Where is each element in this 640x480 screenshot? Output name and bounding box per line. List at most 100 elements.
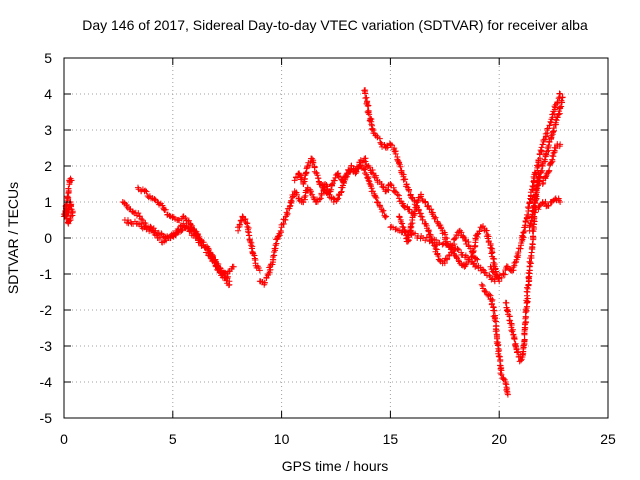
data-point <box>515 249 522 256</box>
data-point <box>542 158 549 165</box>
data-point <box>488 250 495 257</box>
data-point <box>525 213 532 220</box>
data-point <box>315 175 322 182</box>
data-point <box>429 240 436 247</box>
data-point <box>66 178 73 185</box>
data-point <box>143 188 150 195</box>
data-point <box>491 307 498 314</box>
data-point <box>145 194 152 201</box>
data-point <box>403 181 410 188</box>
data-point <box>456 258 463 265</box>
data-point <box>313 169 320 176</box>
data-point <box>550 150 557 157</box>
data-point <box>539 167 546 174</box>
y-tick-label: -1 <box>40 266 53 282</box>
data-point <box>169 214 176 221</box>
data-point <box>528 214 535 221</box>
data-point <box>425 228 432 235</box>
data-point <box>193 228 200 235</box>
data-point <box>438 225 445 232</box>
data-point <box>324 191 331 198</box>
data-point <box>539 141 546 148</box>
data-point <box>395 192 402 199</box>
y-tick-label: -4 <box>40 374 53 390</box>
data-point <box>501 376 508 383</box>
data-point <box>308 188 315 195</box>
data-point <box>523 305 530 312</box>
data-point <box>550 128 557 135</box>
data-point <box>428 206 435 213</box>
y-tick-label: 3 <box>44 122 52 138</box>
data-point <box>534 182 541 189</box>
data-point <box>123 219 130 226</box>
data-point <box>553 121 560 128</box>
data-point <box>406 187 413 194</box>
data-point <box>554 114 561 121</box>
x-axis-label: GPS time / hours <box>282 458 389 474</box>
data-point <box>439 241 446 248</box>
data-point <box>172 215 179 222</box>
data-point <box>236 222 243 229</box>
data-point <box>488 300 495 307</box>
data-point <box>209 253 216 260</box>
data-point <box>378 140 385 147</box>
data-point <box>373 174 380 181</box>
data-point <box>451 235 458 242</box>
data-point <box>498 367 505 374</box>
data-point <box>293 191 300 198</box>
data-point <box>255 265 262 272</box>
data-point <box>495 353 502 360</box>
data-point <box>380 207 387 214</box>
data-point <box>380 184 387 191</box>
data-point <box>434 218 441 225</box>
data-point <box>277 227 284 234</box>
data-point <box>377 204 384 211</box>
data-point <box>510 264 517 271</box>
data-point <box>524 285 531 292</box>
data-point <box>519 233 526 240</box>
data-point <box>251 257 258 264</box>
data-point <box>399 223 406 230</box>
data-point <box>382 214 389 221</box>
data-point <box>551 103 558 110</box>
data-point <box>318 191 325 198</box>
data-point <box>372 193 379 200</box>
data-point <box>402 176 409 183</box>
data-point <box>368 188 375 195</box>
data-point <box>68 177 75 184</box>
data-point <box>482 269 489 276</box>
data-point <box>139 225 146 232</box>
data-point <box>486 291 493 298</box>
data-point <box>366 111 373 118</box>
data-point <box>434 251 441 258</box>
data-point <box>408 231 415 238</box>
data-point <box>412 204 419 211</box>
data-point <box>471 260 478 267</box>
data-point <box>517 357 524 364</box>
y-tick-label: 5 <box>44 50 52 66</box>
data-point <box>286 203 293 210</box>
data-point <box>334 196 341 203</box>
data-point <box>370 171 377 178</box>
data-point <box>306 162 313 169</box>
x-tick-label: 5 <box>169 431 177 447</box>
data-point <box>547 118 554 125</box>
data-point <box>491 276 498 283</box>
data-point <box>512 258 519 265</box>
y-tick-label: -3 <box>40 338 53 354</box>
data-point <box>172 232 179 239</box>
x-tick-label: 0 <box>60 431 68 447</box>
data-point <box>353 168 360 175</box>
data-point <box>373 194 380 201</box>
data-point <box>310 159 317 166</box>
data-point <box>485 235 492 242</box>
data-point <box>424 203 431 210</box>
data-point <box>515 349 522 356</box>
data-point <box>441 260 448 267</box>
data-point <box>394 191 401 198</box>
data-point <box>467 245 474 252</box>
data-point <box>448 242 455 249</box>
data-point <box>248 239 255 246</box>
data-point <box>511 260 518 267</box>
